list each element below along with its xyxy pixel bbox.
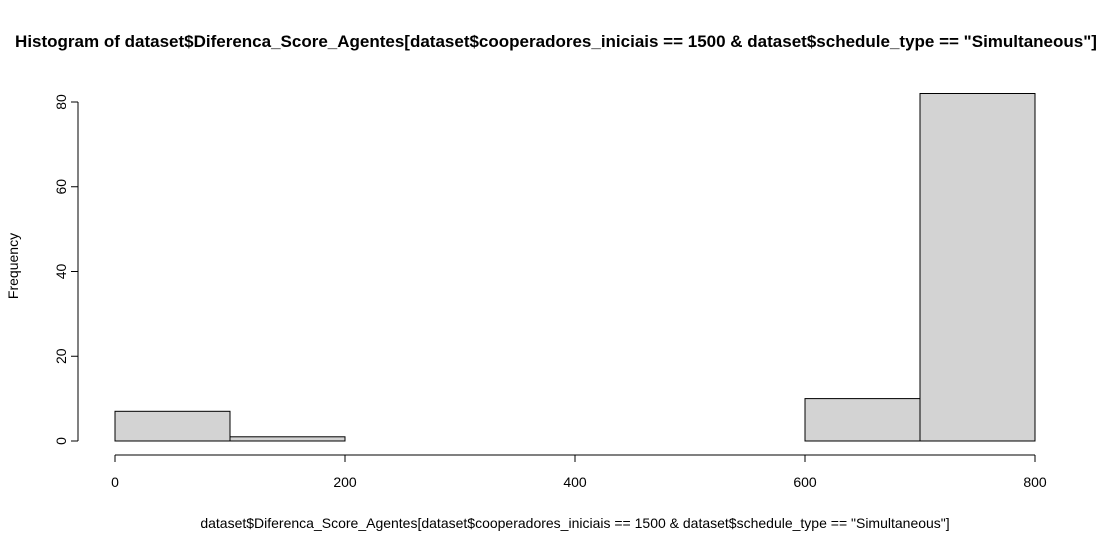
chart-title: Histogram of dataset$Diferenca_Score_Age… — [15, 32, 1097, 51]
x-tick-label: 600 — [793, 474, 817, 490]
y-tick-label: 60 — [53, 179, 69, 195]
y-axis-label: Frequency — [5, 233, 21, 299]
x-tick-label: 200 — [333, 474, 357, 490]
y-tick-label: 20 — [53, 348, 69, 364]
x-tick-label: 0 — [111, 474, 119, 490]
y-tick-label: 40 — [53, 264, 69, 280]
x-axis: 0 200 400 600 800 — [111, 454, 1047, 490]
bars-group — [114, 93, 1036, 442]
y-axis: 0 20 40 60 80 — [53, 94, 79, 445]
histogram-bar — [114, 410, 231, 442]
y-tick-label: 0 — [53, 437, 69, 445]
histogram-bar — [229, 436, 346, 442]
x-tick-label: 800 — [1023, 474, 1047, 490]
x-axis-label: dataset$Diferenca_Score_Agentes[dataset$… — [200, 515, 949, 531]
x-tick-label: 400 — [563, 474, 587, 490]
histogram-bar — [919, 93, 1036, 442]
y-tick-label: 80 — [53, 94, 69, 110]
histogram-bar — [804, 398, 921, 442]
